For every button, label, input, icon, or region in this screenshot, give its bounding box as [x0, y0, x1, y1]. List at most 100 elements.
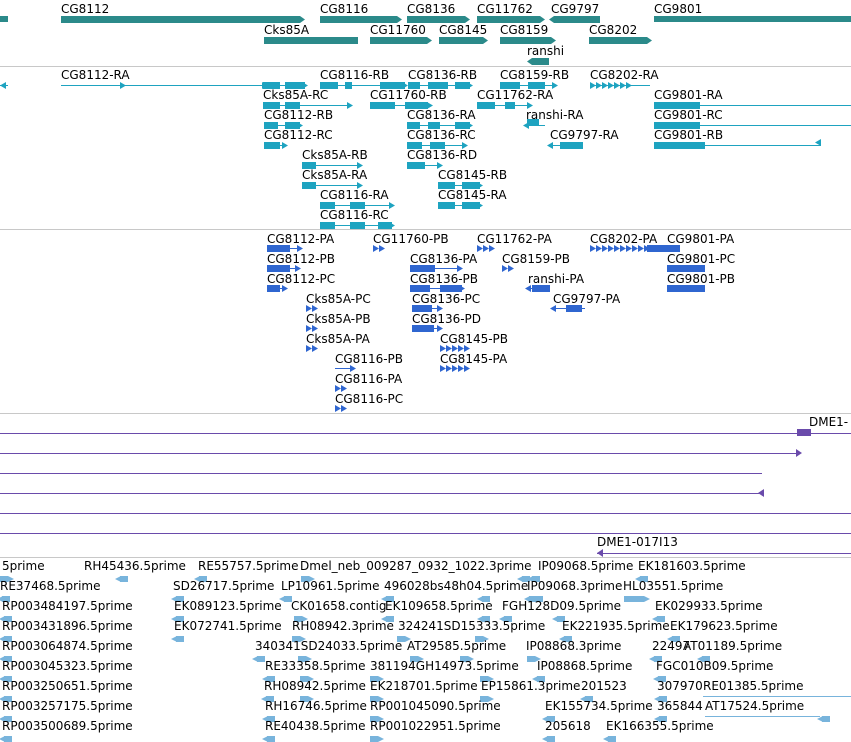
- feature-label[interactable]: Cks85A-RA: [302, 168, 368, 182]
- feature-glyph[interactable]: [2, 596, 10, 602]
- arrow-glyph[interactable]: [483, 245, 489, 252]
- feature-glyph[interactable]: [267, 285, 280, 292]
- arrow-glyph[interactable]: [171, 596, 177, 602]
- feature-glyph[interactable]: [264, 37, 358, 44]
- arrow-glyph[interactable]: [312, 325, 318, 332]
- feature-label[interactable]: EK072741.5prime: [174, 619, 282, 633]
- feature-glyph[interactable]: [438, 182, 455, 189]
- arrow-glyph[interactable]: [306, 345, 312, 352]
- feature-glyph[interactable]: [462, 202, 480, 209]
- feature-label[interactable]: ranshi: [527, 44, 565, 58]
- feature-glyph[interactable]: [482, 616, 490, 622]
- feature-label[interactable]: CG9797-RA: [550, 128, 619, 142]
- arrow-glyph[interactable]: [437, 305, 443, 312]
- arrow-glyph[interactable]: [252, 656, 258, 662]
- feature-glyph[interactable]: [320, 16, 402, 23]
- feature-glyph[interactable]: [654, 102, 700, 109]
- feature-label[interactable]: CG8136-RB: [408, 68, 478, 82]
- arrow-glyph[interactable]: [306, 325, 312, 332]
- feature-label[interactable]: CG8112-PC: [267, 272, 336, 286]
- feature-glyph[interactable]: [407, 142, 422, 149]
- feature-glyph[interactable]: [294, 616, 302, 622]
- arrow-glyph[interactable]: [602, 245, 608, 252]
- feature-label[interactable]: CG8136: [407, 2, 456, 16]
- arrow-glyph[interactable]: [0, 596, 3, 602]
- arrow-glyph[interactable]: [815, 139, 821, 146]
- feature-label[interactable]: CG9797: [551, 2, 600, 16]
- arrow-glyph[interactable]: [649, 656, 655, 662]
- feature-glyph[interactable]: [408, 82, 420, 89]
- feature-label[interactable]: CG8159-RB: [500, 68, 570, 82]
- feature-glyph[interactable]: [589, 37, 652, 44]
- feature-glyph[interactable]: [522, 576, 530, 582]
- feature-label[interactable]: 307970: [657, 679, 703, 693]
- feature-glyph[interactable]: [672, 636, 680, 642]
- arrow-glyph[interactable]: [758, 489, 764, 497]
- feature-glyph[interactable]: [61, 16, 305, 23]
- feature-glyph[interactable]: [439, 37, 488, 44]
- feature-glyph[interactable]: [647, 245, 680, 252]
- arrow-glyph[interactable]: [378, 736, 384, 742]
- arrow-glyph[interactable]: [464, 365, 470, 372]
- feature-glyph[interactable]: [438, 202, 455, 209]
- feature-glyph[interactable]: [4, 736, 12, 742]
- arrow-glyph[interactable]: [427, 102, 433, 109]
- feature-label[interactable]: CG8136-RA: [407, 108, 476, 122]
- arrow-glyph[interactable]: [597, 549, 603, 557]
- arrow-glyph[interactable]: [357, 182, 363, 189]
- arrow-glyph[interactable]: [458, 345, 464, 352]
- feature-label[interactable]: Cks85A-PA: [306, 332, 370, 346]
- feature-label[interactable]: EK109658.5prime: [385, 599, 493, 613]
- feature-glyph[interactable]: [482, 596, 490, 602]
- arrow-glyph[interactable]: [477, 245, 483, 252]
- feature-label[interactable]: HL03551.5prime: [623, 579, 724, 593]
- feature-glyph[interactable]: [292, 636, 300, 642]
- feature-glyph[interactable]: [4, 636, 12, 642]
- feature-label[interactable]: RE40438.5prime: [265, 719, 366, 733]
- feature-label[interactable]: RP001022951.5prime: [370, 719, 501, 733]
- feature-label[interactable]: CG8159-PB: [502, 252, 571, 266]
- feature-glyph[interactable]: [585, 696, 593, 702]
- feature-glyph[interactable]: [412, 325, 434, 332]
- feature-glyph[interactable]: [370, 696, 378, 702]
- arrow-glyph[interactable]: [297, 245, 303, 252]
- feature-label[interactable]: 5prime: [2, 559, 45, 573]
- arrow-glyph[interactable]: [347, 102, 353, 109]
- feature-label[interactable]: AT17524.5prime: [705, 699, 805, 713]
- feature-label[interactable]: CG8116-RB: [320, 68, 390, 82]
- feature-glyph[interactable]: [300, 676, 308, 682]
- feature-glyph[interactable]: [654, 122, 700, 129]
- feature-label[interactable]: RH45436.5prime: [84, 559, 186, 573]
- feature-label[interactable]: CG8136-PC: [412, 292, 481, 306]
- arrow-glyph[interactable]: [614, 245, 620, 252]
- arrow-glyph[interactable]: [477, 202, 483, 209]
- feature-glyph[interactable]: [410, 265, 435, 272]
- arrow-glyph[interactable]: [652, 616, 658, 622]
- arrow-glyph[interactable]: [379, 245, 385, 252]
- arrow-glyph[interactable]: [527, 102, 533, 109]
- feature-label[interactable]: EK181603.5prime: [638, 559, 746, 573]
- arrow-glyph[interactable]: [373, 245, 379, 252]
- feature-glyph[interactable]: [386, 596, 394, 602]
- feature-glyph[interactable]: [428, 122, 440, 129]
- arrow-glyph[interactable]: [530, 596, 536, 602]
- feature-label[interactable]: CG8202-RA: [590, 68, 659, 82]
- feature-label[interactable]: CG8112-RB: [264, 108, 334, 122]
- feature-label[interactable]: CG8145-PA: [440, 352, 508, 366]
- feature-label[interactable]: RE55757.5prime: [198, 559, 299, 573]
- arrow-glyph[interactable]: [632, 245, 638, 252]
- arrow-glyph[interactable]: [350, 365, 356, 372]
- feature-label[interactable]: RH16746.5prime: [265, 699, 367, 713]
- feature-label[interactable]: SD26717.5prime: [173, 579, 275, 593]
- feature-glyph[interactable]: [370, 102, 395, 109]
- feature-label[interactable]: RP003257175.5prime: [2, 699, 133, 713]
- arrow-glyph[interactable]: [464, 345, 470, 352]
- feature-label[interactable]: CG8136-RC: [407, 128, 476, 142]
- feature-glyph[interactable]: [380, 82, 405, 89]
- arrow-glyph[interactable]: [297, 122, 303, 129]
- feature-label[interactable]: Cks85A-RC: [263, 88, 329, 102]
- feature-glyph[interactable]: [285, 102, 300, 109]
- feature-label[interactable]: 201523: [581, 679, 627, 693]
- arrow-glyph[interactable]: [306, 656, 312, 662]
- feature-glyph[interactable]: [410, 285, 430, 292]
